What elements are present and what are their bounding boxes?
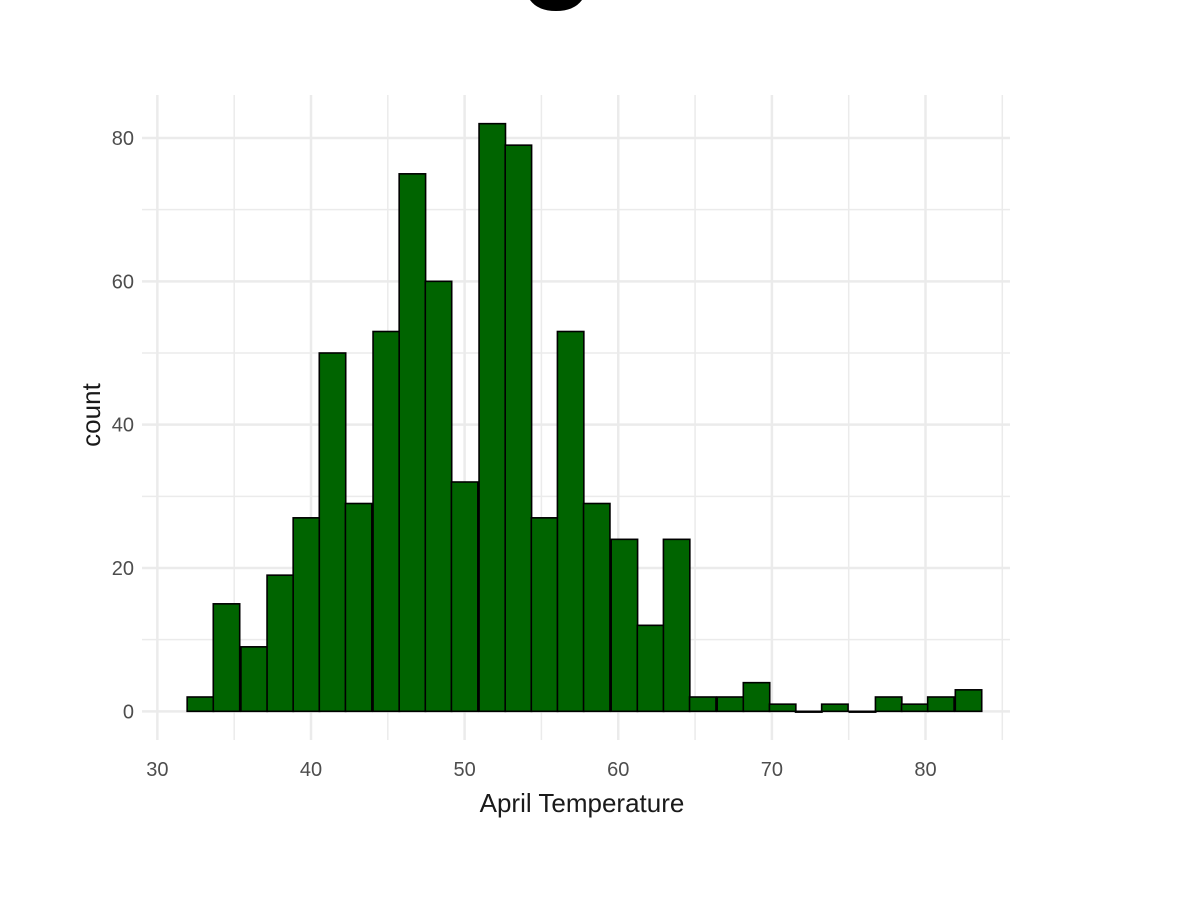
x-axis-title: April Temperature: [480, 788, 685, 818]
histogram-bar: [636, 624, 665, 713]
histogram-bar: [820, 703, 849, 713]
histogram-bar: [318, 352, 347, 713]
y-tick-label: 80: [112, 128, 134, 150]
histogram-bar: [556, 330, 585, 713]
y-tick-label: 20: [112, 558, 134, 580]
histogram-bar: [794, 710, 823, 713]
x-tick-label: 60: [607, 759, 629, 781]
histogram-bars: [186, 122, 983, 713]
y-tick-label: 0: [123, 701, 134, 723]
y-axis-title: count: [76, 382, 106, 446]
histogram-bar: [926, 696, 955, 713]
x-tick-label: 30: [146, 759, 168, 781]
histogram-bar: [874, 696, 903, 713]
histogram-bar: [450, 481, 479, 713]
histogram-bar: [688, 696, 717, 713]
histogram-bar: [742, 681, 771, 713]
histogram-bar: [582, 502, 611, 713]
histogram-bar: [954, 689, 983, 713]
x-tick-label: 70: [761, 759, 783, 781]
histogram-bar: [240, 646, 269, 713]
histogram-bar: [372, 330, 401, 713]
y-tick-label: 60: [112, 271, 134, 293]
histogram-bar: [610, 538, 639, 713]
x-tick-label: 50: [453, 759, 475, 781]
histogram-bar: [530, 517, 559, 713]
x-tick-label: 40: [300, 759, 322, 781]
x-axis-tick-labels: 30 40 50 60 70 80: [146, 759, 936, 781]
histogram-bar: [292, 517, 321, 713]
histogram-bar: [344, 502, 373, 713]
x-tick-label: 80: [914, 759, 936, 781]
histogram-bar: [900, 703, 929, 713]
histogram-bar: [716, 696, 745, 713]
cropped-title-fragment: [530, 0, 582, 11]
histogram-bar: [186, 696, 215, 713]
histogram-bar: [424, 280, 453, 713]
histogram-bar: [266, 574, 295, 713]
y-tick-label: 40: [112, 415, 134, 437]
histogram-bar: [398, 173, 427, 713]
histogram-bar: [848, 710, 877, 713]
histogram-bar: [478, 122, 507, 713]
y-axis-tick-labels: 0 20 40 60 80: [112, 128, 134, 723]
histogram-bar: [662, 538, 691, 713]
histogram-bar: [212, 603, 241, 713]
histogram-bar: [504, 144, 533, 713]
histogram-bar: [768, 703, 797, 713]
